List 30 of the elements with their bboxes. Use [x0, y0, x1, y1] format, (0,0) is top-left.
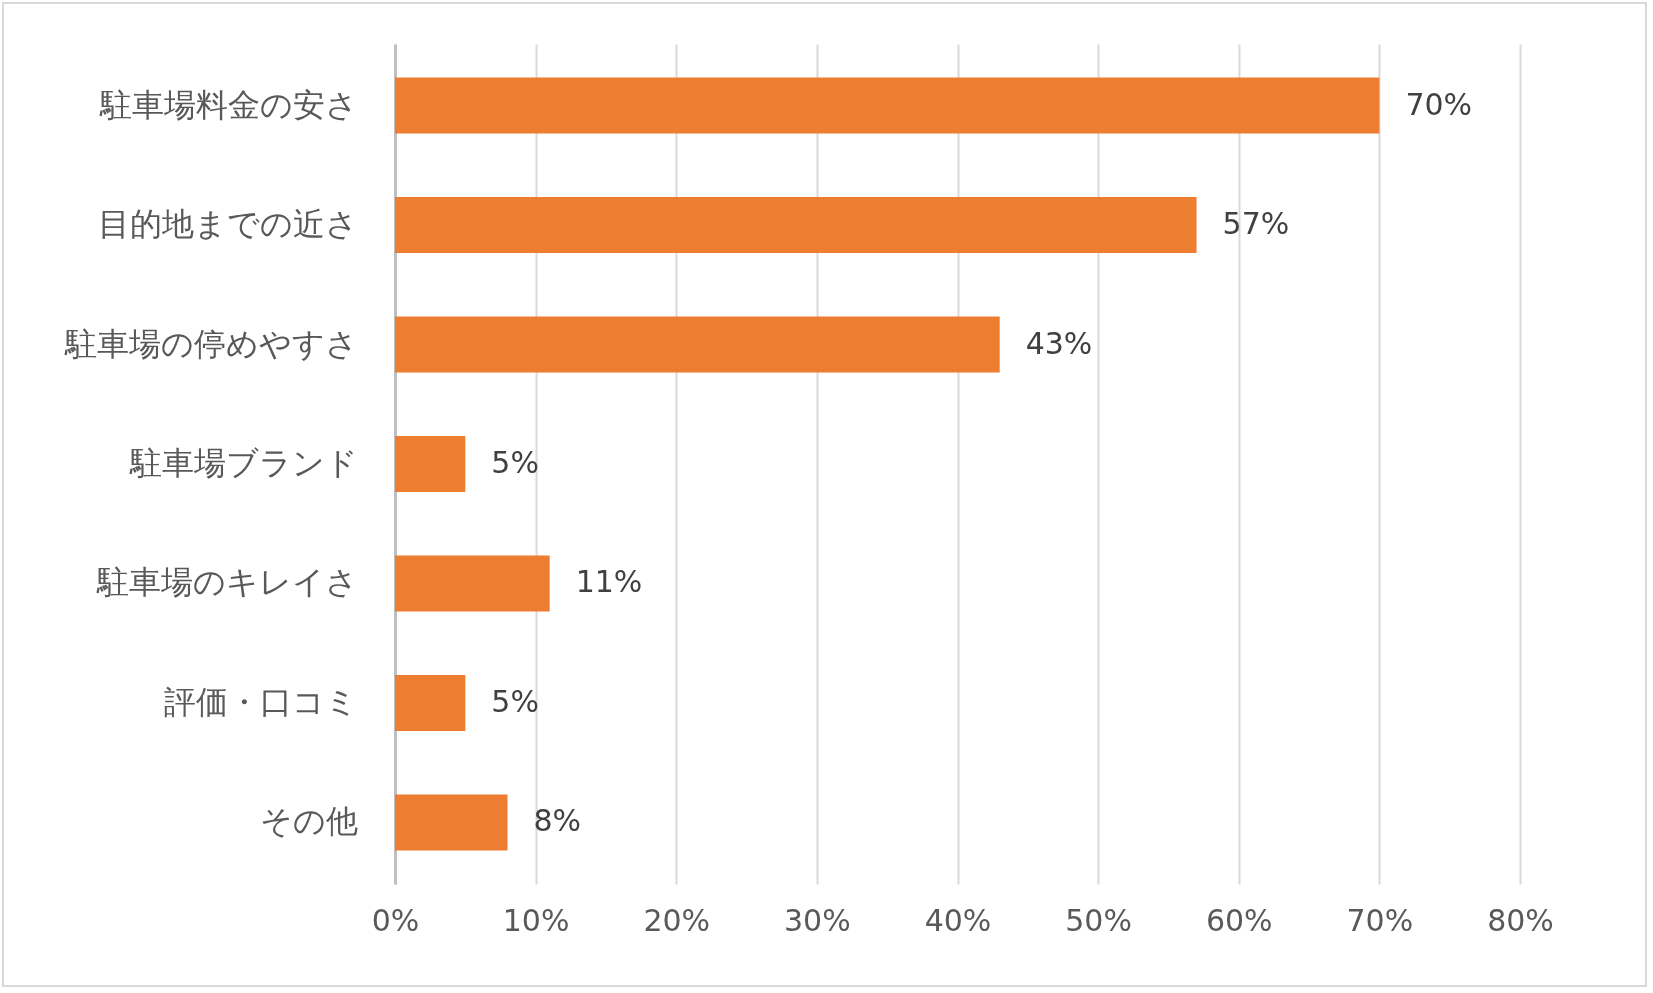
bar: [395, 555, 550, 612]
data-label: 5%: [491, 683, 539, 719]
data-label: 57%: [1222, 206, 1290, 242]
data-label: 70%: [1405, 86, 1473, 122]
bar: [395, 794, 508, 851]
y-tick-label: 目的地までの近さ: [97, 205, 358, 244]
x-tick-label: 0%: [371, 902, 420, 938]
x-tick-label: 40%: [924, 902, 992, 938]
x-tick-label: 50%: [1065, 902, 1132, 938]
bar: [395, 316, 1000, 373]
x-tick-label: 70%: [1346, 902, 1414, 938]
x-tick-label: 30%: [784, 902, 851, 938]
y-tick-label: 駐車場料金の安さ: [98, 85, 358, 124]
bar: [395, 77, 1380, 134]
y-tick-label: 駐車場のキレイさ: [95, 563, 358, 602]
x-tick-label: 60%: [1205, 902, 1273, 938]
data-label: 8%: [533, 803, 582, 839]
bar: [395, 435, 466, 493]
data-label: 43%: [1025, 325, 1093, 361]
x-tick-label: 80%: [1487, 902, 1554, 938]
x-tick-label: 10%: [502, 902, 570, 938]
y-tick-label: 駐車場の停めやすさ: [63, 324, 358, 363]
y-tick-label: 評価・口コミ: [163, 682, 358, 721]
y-tick-label: その他: [259, 802, 358, 841]
x-tick-label: 20%: [643, 902, 711, 938]
y-tick-label: 駐車場ブランド: [128, 444, 358, 482]
data-label: 5%: [491, 445, 539, 480]
data-label: 11%: [575, 564, 643, 600]
bar: [395, 196, 1197, 254]
bar: [395, 674, 466, 732]
